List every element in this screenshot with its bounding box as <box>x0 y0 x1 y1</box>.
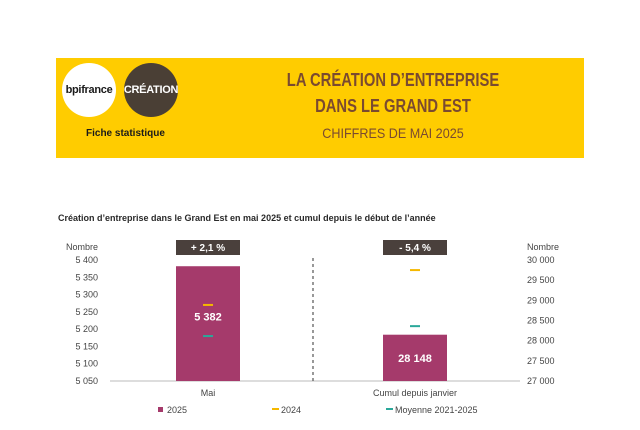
page-subtitle: CHIFFRES DE MAI 2025 <box>322 125 464 141</box>
left-tick-label: 5 150 <box>75 341 98 351</box>
bar-value-label: 5 382 <box>194 312 222 324</box>
left-tick-label: 5 400 <box>75 255 98 265</box>
left-axis-label: Nombre <box>66 242 98 252</box>
change-badge-label: - 5,4 % <box>399 243 431 254</box>
right-tick-label: 27 000 <box>527 376 555 386</box>
change-badge <box>383 240 447 255</box>
bar-value-label: 28 148 <box>398 353 432 365</box>
right-tick-label: 27 500 <box>527 356 555 366</box>
left-tick-label: 5 100 <box>75 359 98 369</box>
right-tick-label: 30 000 <box>527 255 555 265</box>
category-label: Mai <box>201 388 216 398</box>
change-badge <box>176 240 240 255</box>
category-label: Cumul depuis janvier <box>373 388 457 398</box>
left-tick-label: 5 300 <box>75 290 98 300</box>
legend-average-label: Moyenne 2021-2025 <box>395 405 478 415</box>
left-tick-label: 5 250 <box>75 307 98 317</box>
right-tick-label: 29 500 <box>527 275 555 285</box>
header-banner: bpifrance CRÉATION Fiche statistique LA … <box>56 58 584 158</box>
bar-2025 <box>383 334 447 381</box>
page-title-line2: DANS LE GRAND EST <box>315 96 471 116</box>
bpifrance-logo: bpifrance <box>62 63 116 117</box>
left-tick-label: 5 350 <box>75 272 98 282</box>
left-tick-label: 5 050 <box>75 376 98 386</box>
left-tick-label: 5 200 <box>75 324 98 334</box>
change-badge-label: + 2,1 % <box>191 243 225 254</box>
right-tick-label: 28 000 <box>527 336 555 346</box>
bpifrance-logo-text: bpifrance <box>65 84 113 96</box>
right-axis-label: Nombre <box>527 242 559 252</box>
legend-2025-swatch <box>158 407 163 412</box>
chart-title: Création d’entreprise dans le Grand Est … <box>58 213 436 223</box>
fiche-label: Fiche statistique <box>86 128 165 139</box>
page-title-line1: LA CRÉATION D’ENTREPRISE <box>286 70 500 90</box>
legend-2025-label: 2025 <box>167 405 187 415</box>
creation-logo: CRÉATION <box>124 63 178 117</box>
right-tick-label: 28 500 <box>527 316 555 326</box>
creation-logo-text: CRÉATION <box>123 84 179 96</box>
bar-2025 <box>176 266 240 381</box>
legend-2024-label: 2024 <box>281 405 301 415</box>
right-tick-label: 29 000 <box>527 295 555 305</box>
